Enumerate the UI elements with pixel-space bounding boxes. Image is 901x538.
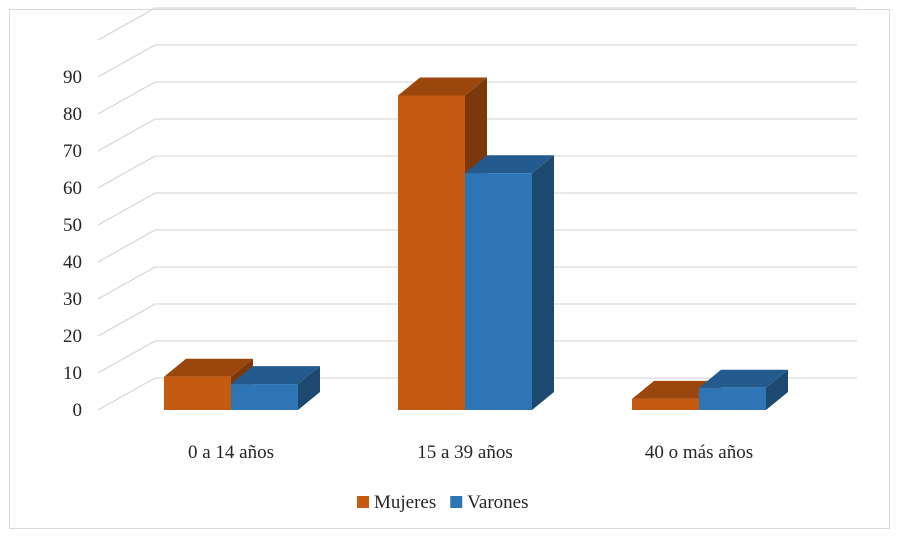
bar-top [465, 155, 554, 174]
bar-front [699, 387, 766, 410]
gridline [97, 192, 857, 226]
y-tick-label: 20 [63, 326, 82, 347]
bar-side [766, 369, 788, 410]
bar-top [398, 77, 487, 96]
bar-top [632, 380, 721, 399]
legend-swatch [450, 496, 463, 508]
gridline [97, 303, 857, 337]
y-tick-label: 30 [63, 289, 82, 310]
y-axis-tick-labels: 0 10 20 30 40 50 60 70 80 90 [63, 67, 82, 421]
gridline [97, 118, 857, 152]
gridline [97, 266, 857, 300]
bar-varones-0 [231, 366, 320, 410]
gridline [97, 7, 857, 41]
legend-item-mujeres: Mujeres [357, 492, 436, 513]
y-tick-label: 50 [63, 215, 82, 236]
y-tick-label: 80 [63, 104, 82, 125]
legend-swatch [357, 496, 369, 508]
gridline [97, 229, 857, 263]
x-category-label: 0 a 14 años [188, 442, 274, 463]
legend-item-varones: Varones [450, 492, 528, 513]
x-category-label: 15 a 39 años [417, 442, 513, 463]
gridline [97, 377, 857, 411]
y-tick-label: 0 [73, 400, 83, 421]
bar-front [632, 398, 699, 410]
legend: Mujeres Varones [357, 492, 528, 513]
bar-top [231, 366, 320, 385]
legend-label: Varones [467, 492, 528, 513]
bar-front [398, 95, 465, 410]
x-category-label: 40 o más años [645, 442, 753, 463]
gridlines [97, 7, 857, 411]
legend-label: Mujeres [374, 492, 436, 513]
gridline [97, 44, 857, 78]
bar-varones-1 [465, 155, 554, 410]
x-axis-category-labels: 0 a 14 años 15 a 39 años 40 o más años [188, 442, 753, 463]
bar-front [164, 376, 231, 410]
bar-top [699, 369, 788, 388]
gridline [97, 81, 857, 115]
bar-varones-2 [699, 369, 788, 410]
y-tick-label: 60 [63, 178, 82, 199]
bar-side [532, 155, 554, 410]
bar-top [164, 358, 253, 377]
gridline [97, 155, 857, 189]
bar-front [465, 173, 532, 410]
y-tick-label: 70 [63, 141, 82, 162]
gridline [97, 340, 857, 374]
y-tick-label: 40 [63, 252, 82, 273]
bar-side [298, 366, 320, 410]
bar-front [231, 384, 298, 410]
y-tick-label: 90 [63, 67, 82, 88]
y-tick-label: 10 [63, 363, 82, 384]
bars [164, 77, 788, 410]
